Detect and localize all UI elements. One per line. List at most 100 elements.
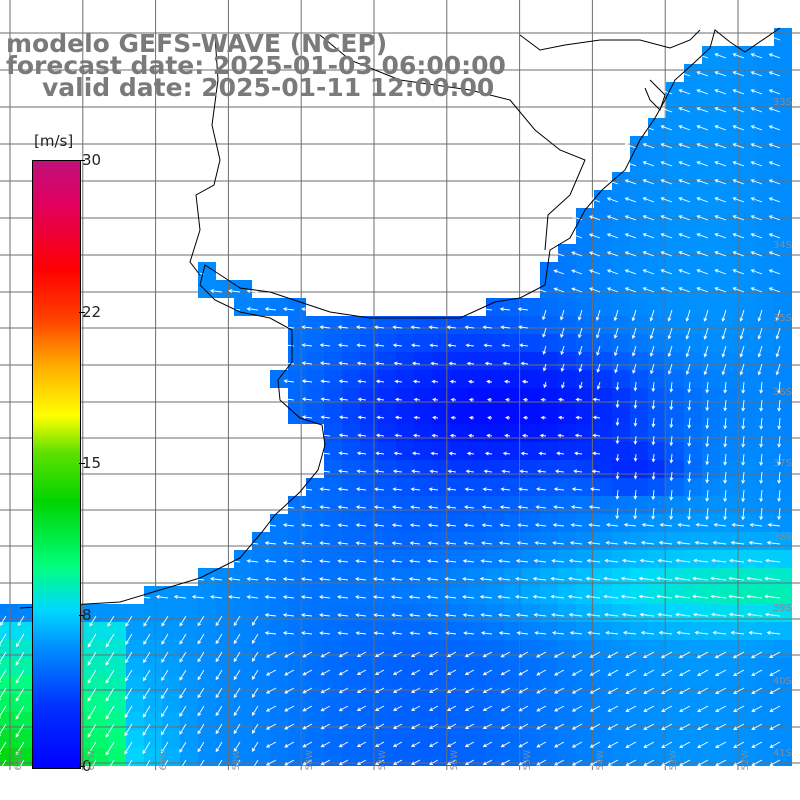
wind-speed-cell <box>756 712 774 730</box>
wind-speed-cell <box>126 640 144 658</box>
wind-speed-cell <box>720 532 738 550</box>
wind-speed-cell <box>774 622 792 640</box>
lat-label: 34S <box>772 240 792 251</box>
wind-speed-cell <box>216 712 234 730</box>
wind-speed-cell <box>270 658 288 676</box>
wind-speed-cell <box>756 604 774 622</box>
wind-arrow <box>105 741 115 756</box>
wind-speed-cell <box>612 424 630 442</box>
wind-speed-cell <box>234 730 252 748</box>
wind-arrow <box>696 233 709 239</box>
wind-speed-cell <box>108 730 126 748</box>
wind-arrow <box>445 523 457 528</box>
wind-speed-cell <box>234 280 252 298</box>
wind-speed-cell <box>288 586 306 604</box>
wind-speed-cell <box>450 478 468 496</box>
wind-arrow <box>751 723 763 730</box>
wind-arrow <box>588 269 601 275</box>
wind-arrow <box>392 505 403 510</box>
wind-speed-cell <box>576 244 594 262</box>
wind-speed-cell <box>702 550 720 568</box>
wind-speed-cell <box>360 460 378 478</box>
wind-arrow <box>357 415 367 420</box>
wind-arrow <box>319 325 331 330</box>
wind-arrow <box>409 541 421 546</box>
wind-arrow <box>625 651 637 658</box>
wind-arrow <box>482 325 493 330</box>
wind-arrow <box>0 651 7 665</box>
wind-speed-cell <box>738 190 756 208</box>
colorbar-tick-mark <box>79 615 85 616</box>
wind-speed-cell <box>594 262 612 280</box>
wind-speed-cell <box>630 280 648 298</box>
wind-speed-cell <box>756 550 774 568</box>
wind-speed-cell <box>90 730 108 748</box>
wind-speed-cell <box>522 640 540 658</box>
wind-speed-cell <box>720 370 738 388</box>
wind-speed-cell <box>720 640 738 658</box>
wind-speed-cell <box>270 604 288 622</box>
wind-speed-cell <box>756 100 774 118</box>
wind-speed-cell <box>522 334 540 352</box>
wind-speed-cell <box>306 658 324 676</box>
wind-speed-cell <box>594 316 612 334</box>
wind-arrow <box>356 759 367 766</box>
wind-speed-cell <box>774 478 792 496</box>
wind-arrow <box>571 651 583 658</box>
wind-arrow <box>714 651 727 659</box>
wind-arrow <box>733 759 745 766</box>
wind-speed-cell <box>738 100 756 118</box>
wind-arrow <box>533 559 547 563</box>
wind-speed-cell <box>648 604 666 622</box>
wind-speed-cell <box>522 550 540 568</box>
wind-arrow <box>375 433 385 438</box>
wind-speed-cell <box>288 550 306 568</box>
wind-arrow <box>696 161 709 167</box>
wind-speed-cell <box>738 208 756 226</box>
wind-speed-cell <box>234 658 252 676</box>
wind-arrow <box>0 741 7 755</box>
wind-speed-cell <box>612 190 630 208</box>
wind-arrow <box>571 759 583 766</box>
wind-arrow <box>632 363 637 374</box>
wind-arrow <box>595 327 601 339</box>
wind-arrow <box>465 469 475 474</box>
wind-speed-cell <box>126 622 144 640</box>
wind-arrow <box>703 363 709 376</box>
wind-arrow <box>750 179 763 185</box>
wind-arrow <box>607 741 619 748</box>
wind-speed-cell <box>648 730 666 748</box>
wind-arrow <box>448 361 457 366</box>
wind-speed-cell <box>108 676 126 694</box>
wind-arrow <box>585 594 601 599</box>
wind-speed-cell <box>288 730 306 748</box>
wind-arrow <box>320 723 331 730</box>
wind-arrow <box>246 559 259 563</box>
wind-arrow <box>687 507 692 521</box>
wind-speed-cell <box>684 658 702 676</box>
wind-arrow <box>615 489 620 500</box>
wind-speed-cell <box>522 496 540 514</box>
wind-arrow <box>412 433 421 438</box>
lat-label: 37S <box>772 458 792 469</box>
wind-speed-cell <box>720 226 738 244</box>
wind-arrow <box>750 143 763 149</box>
wind-arrow <box>750 161 763 167</box>
wind-speed-cell <box>324 532 342 550</box>
wind-speed-cell <box>684 586 702 604</box>
wind-speed-cell <box>324 370 342 388</box>
wind-arrow <box>607 705 619 712</box>
wind-speed-cell <box>198 658 216 676</box>
wind-speed-cell <box>414 640 432 658</box>
wind-arrow <box>729 558 745 563</box>
wind-speed-cell <box>234 586 252 604</box>
wind-arrow <box>500 669 511 676</box>
wind-speed-cell <box>216 604 234 622</box>
wind-arrow <box>319 343 331 348</box>
wind-arrow <box>687 435 692 447</box>
wind-speed-cell <box>738 154 756 172</box>
wind-speed-cell <box>720 64 738 82</box>
wind-speed-cell <box>234 298 252 316</box>
wind-speed-cell <box>306 478 324 496</box>
wind-arrow <box>374 487 385 492</box>
